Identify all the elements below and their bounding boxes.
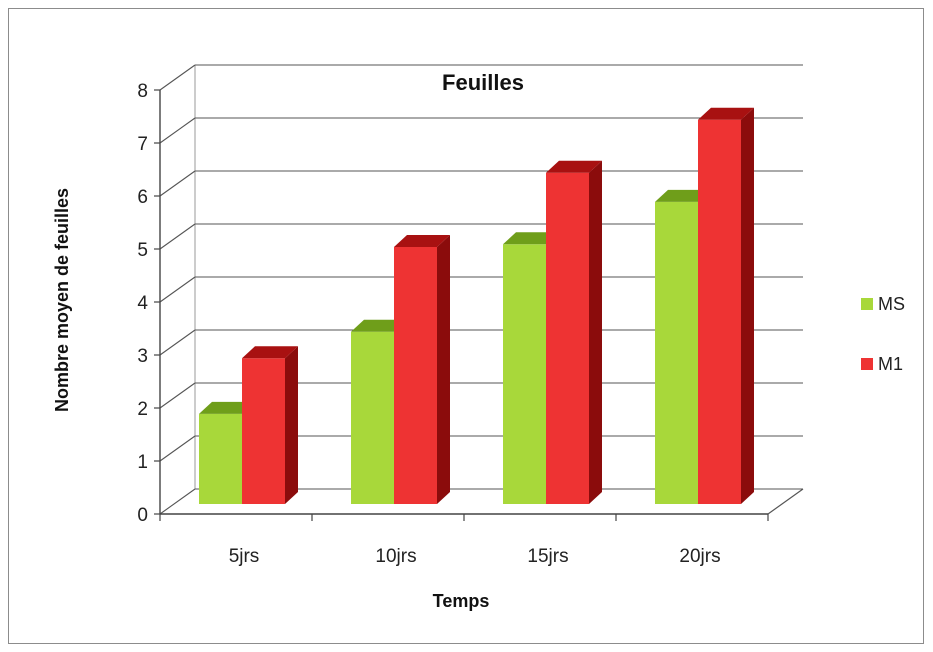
bar-side: [741, 107, 754, 504]
bar-front: [698, 119, 741, 504]
gridline-side: [159, 117, 196, 144]
legend-label-MS: MS: [878, 294, 905, 314]
gridline-side: [159, 276, 196, 303]
gridline-side: [159, 435, 196, 462]
bar-top: [394, 234, 450, 247]
y-tick-labels: 0 1 2 3 4 5 6 7 8: [137, 81, 148, 526]
y-tick-label: 2: [137, 399, 148, 420]
bar-M1-10jrs: [394, 234, 450, 504]
x-tick-label: 20jrs: [679, 546, 720, 567]
bar-side: [285, 346, 298, 504]
bar-top: [351, 319, 407, 332]
y-tick-label: 8: [137, 81, 148, 102]
bar-front: [394, 246, 437, 504]
bar-front: [655, 201, 698, 504]
y-tick-label: 7: [137, 134, 148, 155]
axes: [154, 89, 769, 521]
bar-top: [655, 189, 711, 202]
bars: [199, 107, 754, 505]
legend-swatch-M1: [861, 358, 873, 370]
x-tick-label: 10jrs: [375, 546, 416, 567]
bar-front: [503, 244, 546, 505]
bar-front: [546, 172, 589, 504]
legend-swatch-MS: [861, 298, 873, 310]
bar-side: [437, 234, 450, 504]
y-axis-title: Nombre moyen de feuilles: [52, 188, 72, 412]
y-tick-label: 3: [137, 346, 148, 367]
bar-M1-5jrs: [242, 346, 298, 504]
bar-front: [242, 358, 285, 504]
bar-top: [698, 107, 754, 120]
bar-M1-20jrs: [698, 107, 754, 504]
gridline-side: [159, 488, 196, 515]
y-tick-label: 6: [137, 187, 148, 208]
bar-front: [351, 331, 394, 504]
chart-title: Feuilles: [442, 70, 524, 95]
bar-front: [199, 413, 242, 504]
bar-top: [546, 160, 602, 173]
x-tick-label: 5jrs: [229, 546, 260, 567]
y-tick-label: 5: [137, 240, 148, 261]
y-tick-label: 0: [137, 505, 148, 526]
bar-top: [242, 346, 298, 359]
x-axis-title: Temps: [433, 591, 490, 611]
legend: MS M1: [861, 294, 905, 374]
y-tick-label: 1: [137, 452, 148, 473]
x-tick-labels: 5jrs 10jrs 15jrs 20jrs: [229, 546, 721, 567]
y-tick-label: 4: [137, 293, 148, 314]
gridline-side: [159, 170, 196, 197]
gridline-side: [159, 223, 196, 250]
bar-top: [199, 401, 255, 414]
bar-side: [589, 160, 602, 504]
gridline-side: [159, 64, 196, 91]
floor-right-edge: [767, 488, 804, 515]
gridline-side: [159, 329, 196, 356]
x-tick-label: 15jrs: [527, 546, 568, 567]
bar-top: [503, 232, 559, 245]
legend-label-M1: M1: [878, 354, 903, 374]
gridline-side: [159, 382, 196, 409]
bar-M1-15jrs: [546, 160, 602, 504]
